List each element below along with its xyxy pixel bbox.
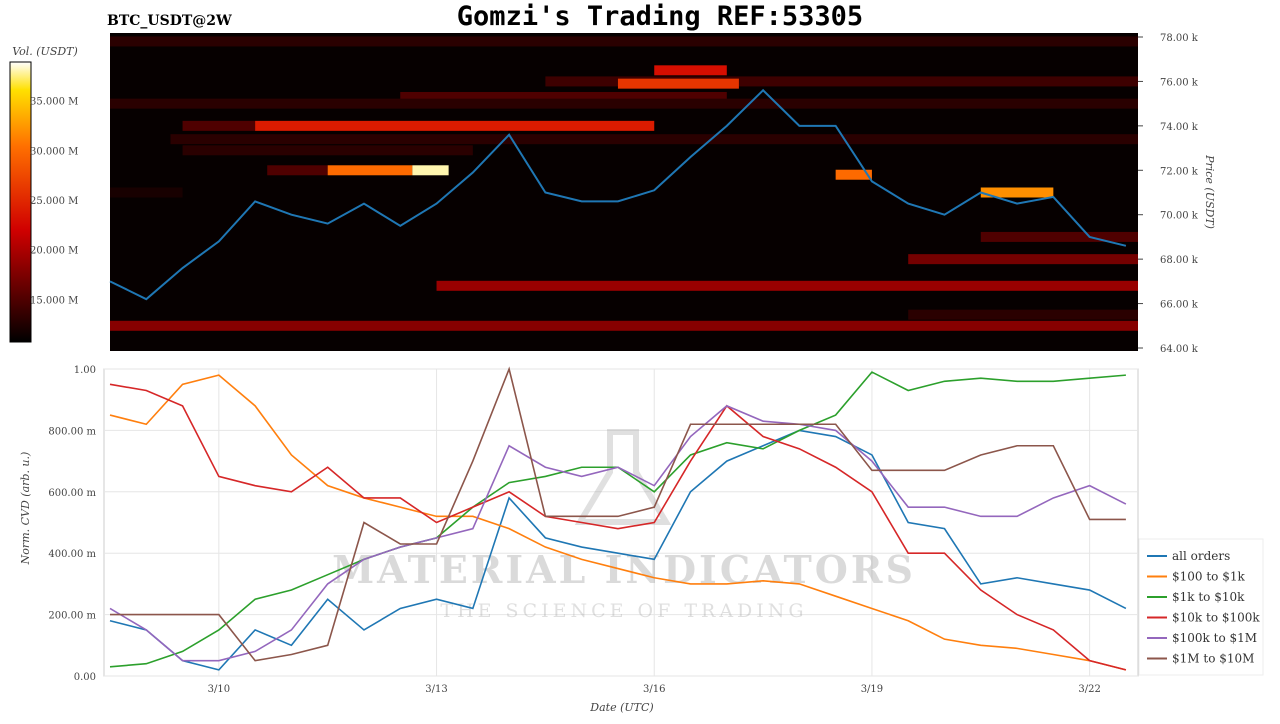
liquidity-band — [654, 65, 727, 76]
cvd-y-tick-label: 1.00 — [74, 365, 96, 376]
liquidity-band — [182, 120, 256, 131]
legend-label: $100 to $1k — [1172, 570, 1245, 584]
colorbar-tick-label: 25.000 M — [30, 196, 78, 207]
colorbar — [9, 61, 32, 343]
cvd-line — [109, 429, 1127, 671]
liquidity-band — [835, 169, 872, 180]
cvd-line — [109, 374, 1127, 671]
liquidity-band — [327, 165, 413, 176]
cvd-series — [109, 366, 1127, 671]
cvd-line — [109, 383, 1127, 671]
svg-text:THE SCIENCE OF TRADING: THE SCIENCE OF TRADING — [440, 600, 807, 622]
liquidity-band — [412, 165, 449, 176]
colorbar-tick-label: 30.000 M — [30, 146, 78, 157]
cvd-x-tick-label: 3/16 — [643, 684, 665, 695]
liquidity-band — [436, 280, 1139, 291]
liquidity-band — [267, 165, 328, 176]
liquidity-band — [110, 36, 1138, 47]
cvd-x-tick-label: 3/19 — [861, 684, 883, 695]
liquidity-band — [617, 78, 739, 89]
cvd-x-axis-label: Date (UTC) — [589, 701, 653, 714]
heatmap-bands — [110, 36, 1139, 331]
chart-title: Gomzi's Trading REF:53305 — [457, 1, 863, 32]
cvd-x-tick-label: 3/13 — [425, 684, 447, 695]
liquidity-band — [110, 187, 183, 198]
liquidity-band — [110, 320, 1138, 331]
legend-label: $10k to $100k — [1172, 611, 1260, 625]
price-line — [109, 88, 1127, 301]
liquidity-band — [400, 91, 727, 102]
legend: all orders $100 to $1k $1k to $10k $10k to … — [1138, 538, 1264, 676]
liquidity-band — [980, 231, 1138, 242]
price-tick-label: 72.00 k — [1160, 166, 1199, 177]
price-tick-label: 74.00 k — [1160, 122, 1199, 133]
cvd-x-tick-label: 3/22 — [1078, 684, 1100, 695]
legend-label: $1k to $10k — [1172, 590, 1245, 604]
price-tick-label: 70.00 k — [1160, 211, 1199, 222]
cvd-y-tick-label: 200.00 m — [48, 611, 96, 622]
liquidity-band — [545, 76, 1138, 87]
legend-label: $1M to $10M — [1172, 652, 1254, 666]
cvd-line — [110, 366, 1126, 662]
cvd-y-axis-label: Norm. CVD (arb. u.) — [19, 452, 32, 566]
price-axis: 64.00 k 66.00 k 68.00 k 70.00 k 72.00 k 74.00… — [1138, 33, 1199, 355]
price-tick-label: 76.00 k — [1160, 77, 1199, 88]
cvd-y-tick-label: 600.00 m — [48, 488, 96, 499]
liquidity-band — [255, 120, 655, 131]
liquidity-band — [182, 145, 473, 156]
liquidity-band — [110, 98, 1138, 109]
cvd-grid — [104, 368, 1138, 677]
liquidity-band — [908, 309, 1138, 320]
legend-label: all orders — [1172, 549, 1230, 563]
cvd-x-tick-label: 3/10 — [208, 684, 230, 695]
cvd-x-axis: 3/10 3/13 3/16 3/19 3/22 — [208, 684, 1101, 695]
colorbar-tick-label: 15.000 M — [30, 295, 78, 306]
cvd-line — [109, 404, 1127, 662]
price-tick-label: 68.00 k — [1160, 255, 1199, 266]
cvd-y-tick-label: 400.00 m — [48, 549, 96, 560]
price-axis-label: Price (USDT) — [1203, 154, 1216, 229]
liquidity-band — [908, 254, 1138, 265]
cvd-y-tick-label: 800.00 m — [48, 426, 96, 437]
cvd-y-axis: 0.00 200.00 m 400.00 m 600.00 m 800.00 m 1.00 — [48, 365, 96, 683]
colorbar-ticks: 15.000 M 20.000 M 25.000 M 30.000 M 35.000 M — [30, 97, 78, 307]
colorbar-tick-label: 35.000 M — [30, 97, 78, 108]
price-tick-label: 64.00 k — [1160, 344, 1199, 355]
liquidity-band — [170, 134, 1138, 145]
liquidity-band — [980, 187, 1054, 198]
price-tick-label: 78.00 k — [1160, 33, 1199, 44]
colorbar-tick-label: 20.000 M — [30, 246, 78, 257]
price-tick-label: 66.00 k — [1160, 300, 1199, 311]
colorbar-label: Vol. (USDT) — [12, 45, 78, 58]
pair-label: BTC_USDT@2W — [107, 13, 232, 29]
cvd-y-tick-label: 0.00 — [74, 672, 96, 683]
legend-label: $100k to $1M — [1172, 631, 1257, 645]
